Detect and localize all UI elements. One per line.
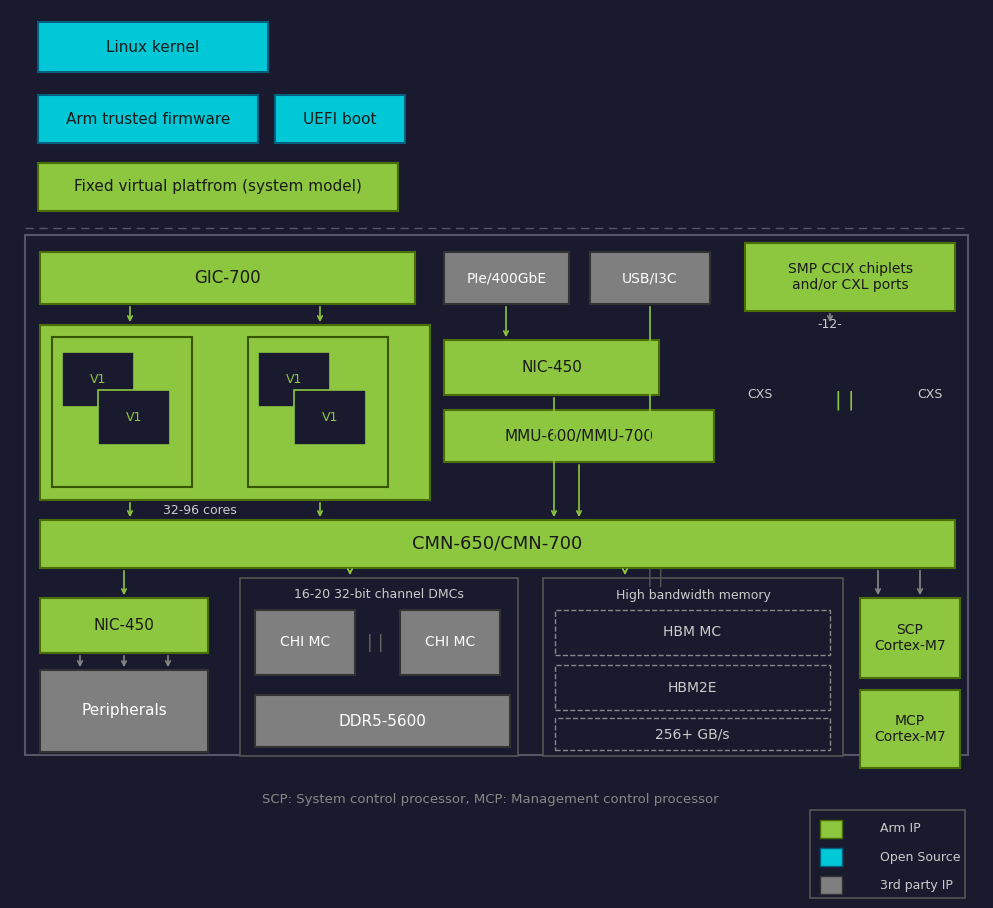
Bar (40, 670, 208, 752)
Bar (40, 520, 955, 568)
Text: High bandwidth memory: High bandwidth memory (616, 588, 771, 601)
Text: HBM MC: HBM MC (663, 626, 722, 639)
Bar (810, 810, 965, 898)
Text: V1: V1 (322, 411, 339, 424)
Text: CXS: CXS (748, 389, 773, 401)
Text: | |: | | (366, 634, 383, 652)
Text: DDR5-5600: DDR5-5600 (339, 714, 426, 728)
Bar (240, 578, 518, 756)
Bar (62, 352, 134, 407)
Text: 256+ GB/s: 256+ GB/s (655, 727, 730, 741)
Text: V1: V1 (89, 373, 106, 386)
Bar (40, 598, 208, 653)
Text: CMN-650/CMN-700: CMN-650/CMN-700 (412, 535, 583, 553)
Text: MMU-600/MMU-700: MMU-600/MMU-700 (504, 429, 653, 443)
Bar (543, 578, 843, 756)
Text: 16-20 32-bit channel DMCs: 16-20 32-bit channel DMCs (294, 588, 464, 601)
Text: SCP: System control processor, MCP: Management control processor: SCP: System control processor, MCP: Mana… (262, 794, 718, 806)
Text: GIC-700: GIC-700 (195, 269, 261, 287)
Bar (275, 95, 405, 143)
Text: NIC-450: NIC-450 (521, 360, 582, 375)
Bar (248, 337, 388, 487)
Bar (258, 352, 330, 407)
Text: SMP CCIX chiplets
and/or CXL ports: SMP CCIX chiplets and/or CXL ports (787, 262, 913, 292)
Text: Fixed virtual platfrom (system model): Fixed virtual platfrom (system model) (74, 180, 361, 194)
Text: V1: V1 (126, 411, 142, 424)
Text: CHI MC: CHI MC (280, 636, 330, 649)
Bar (25, 235, 968, 755)
Text: UEFI boot: UEFI boot (303, 112, 376, 126)
Bar (820, 820, 842, 838)
Bar (40, 252, 415, 304)
Text: 3rd party IP: 3rd party IP (880, 879, 953, 892)
Bar (444, 340, 659, 395)
Bar (745, 243, 955, 311)
Text: -12-: -12- (817, 319, 842, 331)
Bar (52, 337, 192, 487)
Text: | |: | | (211, 402, 229, 421)
Bar (294, 390, 366, 445)
Bar (590, 252, 710, 304)
Text: Arm trusted firmware: Arm trusted firmware (66, 112, 230, 126)
Text: MCP
Cortex-M7: MCP Cortex-M7 (874, 714, 945, 744)
Text: Open Source: Open Source (880, 851, 960, 864)
Text: PIe/400GbE: PIe/400GbE (467, 271, 546, 285)
Bar (38, 163, 398, 211)
Bar (820, 876, 842, 894)
Bar (555, 718, 830, 750)
Bar (444, 410, 714, 462)
Bar (820, 848, 842, 866)
Text: | |: | | (835, 390, 855, 410)
Text: USB/I3C: USB/I3C (623, 271, 678, 285)
Text: NIC-450: NIC-450 (93, 618, 155, 633)
Bar (98, 390, 170, 445)
Text: SCP
Cortex-M7: SCP Cortex-M7 (874, 623, 945, 653)
Bar (38, 95, 258, 143)
Text: Peripherals: Peripherals (81, 704, 167, 718)
Text: CHI MC: CHI MC (425, 636, 475, 649)
Bar (400, 610, 500, 675)
Bar (255, 610, 355, 675)
Bar (555, 665, 830, 710)
Bar (255, 695, 510, 747)
Text: | |: | | (646, 569, 663, 587)
Bar (555, 610, 830, 655)
Bar (40, 325, 430, 500)
Text: 32-96 cores: 32-96 cores (163, 504, 237, 517)
Bar (860, 690, 960, 768)
Bar (860, 598, 960, 678)
Text: Arm IP: Arm IP (880, 823, 921, 835)
Bar (38, 22, 268, 72)
Bar (444, 252, 569, 304)
Text: CXS: CXS (918, 389, 942, 401)
Text: V1: V1 (286, 373, 302, 386)
Text: Linux kernel: Linux kernel (106, 40, 200, 54)
Text: HBM2E: HBM2E (667, 680, 717, 695)
